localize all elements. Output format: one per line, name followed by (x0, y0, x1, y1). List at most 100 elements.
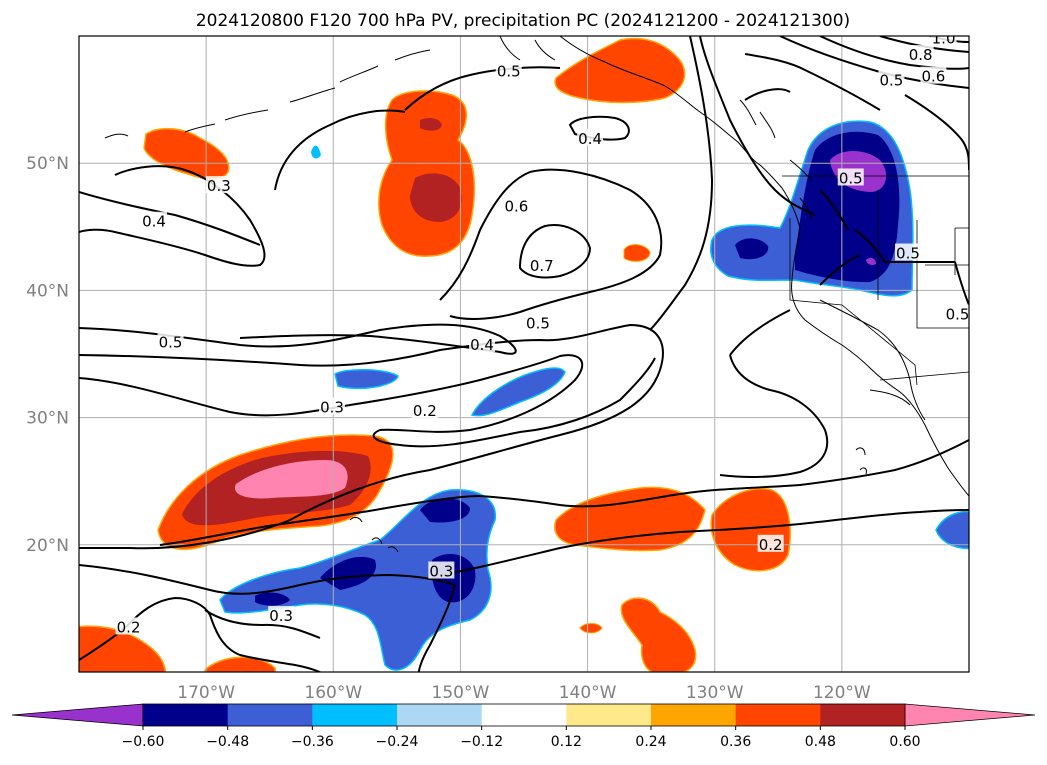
colorbar-tick-label: −0.60 (122, 734, 165, 750)
colorbar-extend-high (904, 703, 1036, 727)
contour-label: 0.2 (759, 536, 783, 554)
contour-label: 0.5 (839, 169, 863, 187)
colorbar-segment (820, 704, 906, 726)
contour-label: 0.2 (117, 618, 141, 636)
contour-label: 0.3 (207, 177, 231, 195)
precip-negative-core (735, 238, 769, 260)
contour-label-bg (319, 397, 346, 415)
contour-label: 0.5 (946, 306, 970, 324)
precip-negative-core (420, 498, 470, 523)
longitude-tick-label: 170°W (177, 683, 235, 703)
colorbar-tick-label: −0.24 (376, 734, 419, 750)
contour-label: 0.3 (269, 607, 293, 625)
contour-label-bg (495, 61, 522, 79)
longitude-tick-label: 120°W (813, 683, 871, 703)
longitude-tick-label: 130°W (686, 683, 744, 703)
colorbar-segment (397, 704, 483, 726)
longitude-tick-label: 140°W (559, 683, 617, 703)
precip-positive-area (579, 623, 603, 634)
contour-labels: 0.5 0.4 0.81.0 0.6 0.5 0.3 0.4 0.6 0.7 0.5 0.4 0.5 0… (115, 36, 970, 636)
contour-label-bg (503, 196, 530, 214)
precip-positive-peak (234, 460, 348, 499)
precip-negative-core (255, 592, 290, 606)
latitude-tick-label: 40°N (26, 281, 69, 301)
precip-negative-area (470, 367, 566, 417)
contour-label: 0.4 (142, 213, 166, 231)
contour-label-bg (528, 256, 555, 274)
gridlines (79, 36, 969, 672)
colorbar-extend-low (11, 703, 144, 727)
precip-positive-area (620, 597, 697, 672)
precip-negative-area (334, 368, 399, 390)
precip-negative-area (311, 145, 321, 159)
contour-label: 0.3 (429, 563, 453, 581)
latitude-tick-label: 20°N (26, 536, 69, 556)
colorbar-tick-label: −0.48 (206, 734, 249, 750)
map-title: 2024120800 F120 700 hPa PV, precipitatio… (196, 11, 850, 31)
precip-negative-area (935, 510, 969, 550)
colorbar-segment (227, 704, 313, 726)
precip-positive-area (623, 244, 651, 262)
contour-label: 0.4 (470, 336, 494, 354)
plot-area: 0.5 0.4 0.81.0 0.6 0.5 0.3 0.4 0.6 0.7 0.5 0.4 0.5 0… (79, 36, 970, 672)
contour-label-bg (944, 304, 969, 322)
colorbar-tick-label: 0.60 (889, 734, 920, 750)
contour-label: 0.5 (880, 72, 904, 90)
contour-label-bg (930, 36, 957, 46)
contour-label-bg (894, 243, 921, 261)
colorbar-segment (566, 704, 652, 726)
latitude-tick-label: 30°N (26, 409, 69, 429)
contour-label-bg (469, 335, 496, 353)
contour-label-bg (577, 129, 604, 147)
contour-label-bg (411, 401, 438, 419)
contour-label-bg (907, 45, 934, 63)
contour-label-bg (920, 66, 947, 84)
colorbar: −0.60 −0.48 −0.36 −0.24 −0.12 0.12 0.24 0.36 0.4… (11, 703, 1036, 750)
precip-negative-core (320, 556, 376, 590)
latitude-tick-label: 50°N (26, 154, 69, 174)
contour-label-bg (837, 168, 864, 186)
contour-label-bg (524, 313, 551, 331)
contour-label-bg (115, 617, 142, 635)
contour-label-bg (878, 70, 905, 88)
contour-label-bg (205, 176, 232, 194)
contour-label-bg (268, 606, 295, 624)
contour-label: 0.4 (578, 130, 602, 148)
colorbar-segment (651, 704, 737, 726)
contour-label: 0.8 (909, 46, 933, 64)
coastlines (104, 36, 969, 553)
precip-positive-area (79, 625, 167, 672)
political-borders (782, 175, 969, 386)
colorbar-segment (735, 704, 821, 726)
colorbar-tick-label: 0.24 (635, 734, 666, 750)
contour-label: 0.5 (159, 334, 183, 352)
colorbar-segment (143, 704, 229, 726)
precipitation-shading (79, 37, 969, 672)
colorbar-tick-label: −0.36 (291, 734, 334, 750)
contour-label-bg (757, 534, 784, 552)
colorbar-tick-label: 0.36 (720, 734, 751, 750)
precip-positive-core (410, 173, 462, 222)
latitude-labels: 20°N 30°N 40°N 50°N (26, 154, 69, 556)
colorbar-segment (481, 704, 567, 726)
contour-label-bg (141, 211, 168, 229)
colorbar-tick-label: 0.48 (805, 734, 836, 750)
contour-label: 0.6 (921, 68, 945, 86)
contour-label: 0.5 (497, 63, 521, 81)
contour-label: 0.2 (413, 402, 437, 420)
precip-positive-core (420, 117, 442, 131)
contour-label: 0.7 (530, 257, 554, 275)
colorbar-segment (312, 704, 398, 726)
contour-label: 0.5 (896, 245, 920, 263)
contour-label-bg (157, 332, 184, 350)
colorbar-frame (142, 703, 906, 727)
longitude-tick-label: 150°W (432, 683, 490, 703)
contour-label: 0.6 (504, 197, 528, 215)
contour-label: 0.3 (320, 398, 344, 416)
longitude-tick-label: 160°W (304, 683, 362, 703)
contour-label-bg (428, 561, 455, 579)
colorbar-tick-label: −0.12 (460, 734, 503, 750)
plot-frame (78, 35, 970, 673)
